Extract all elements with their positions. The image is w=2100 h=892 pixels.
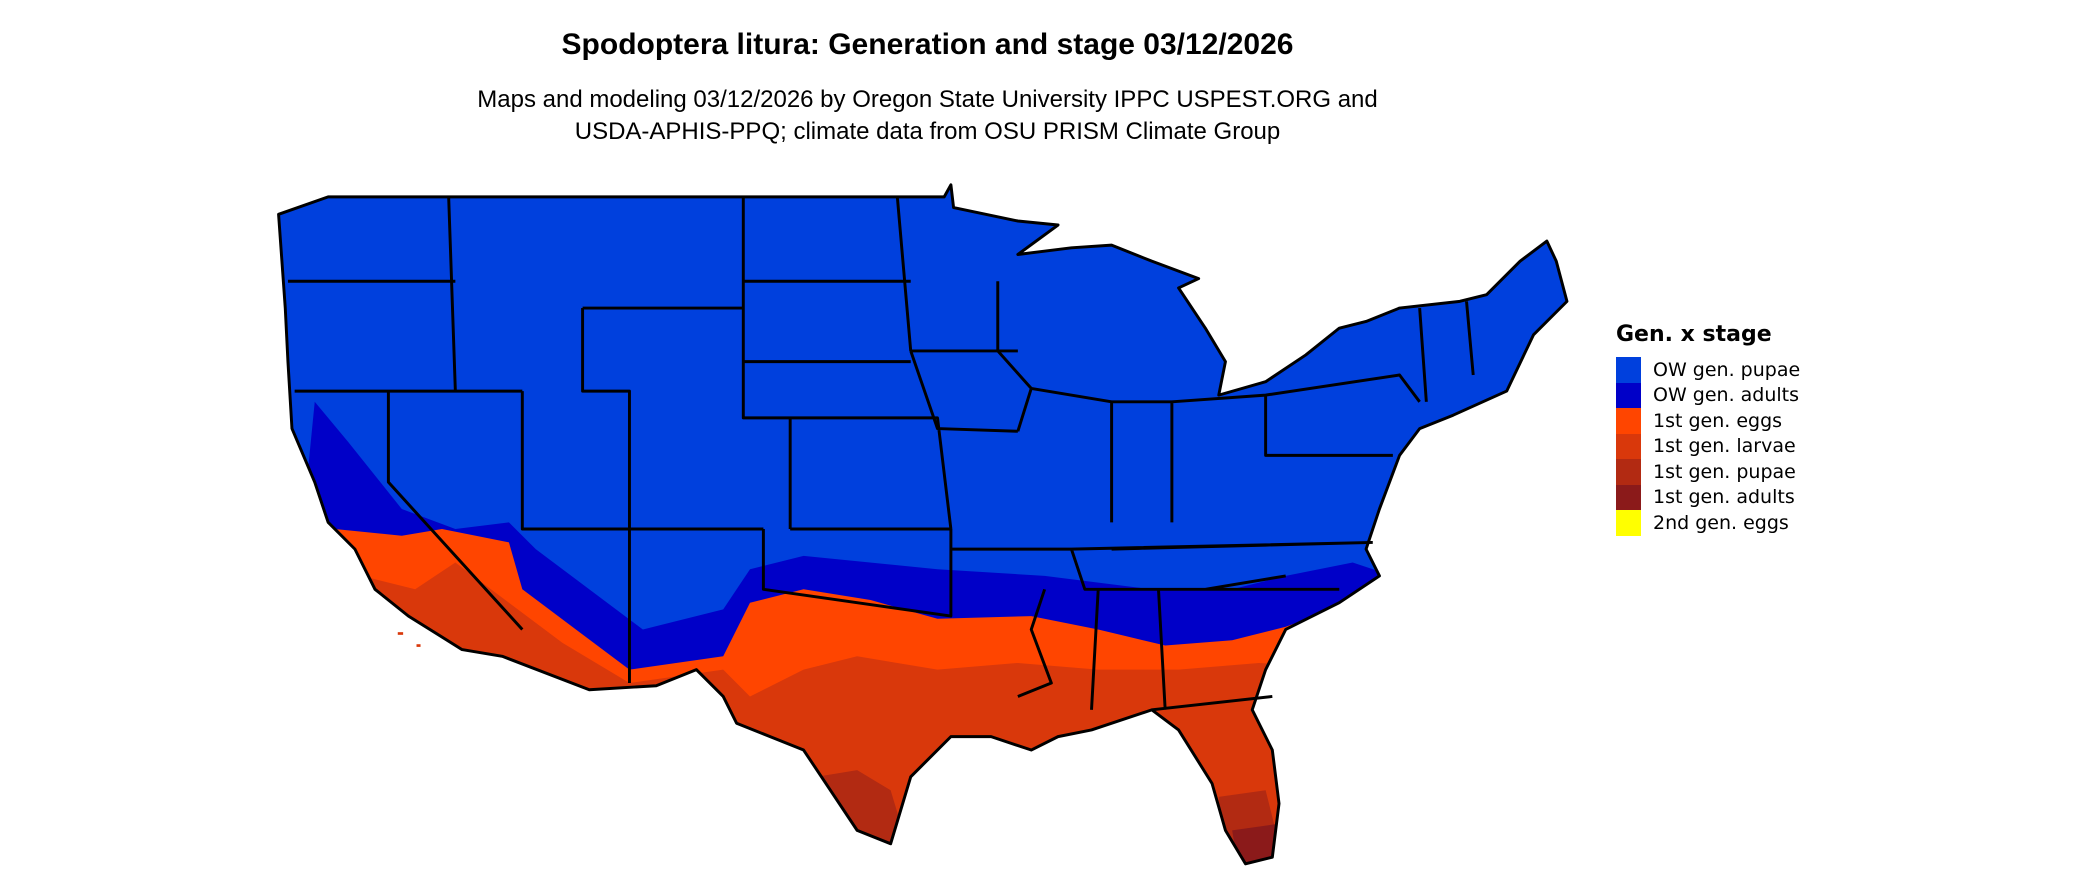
region-ow-pupae <box>278 184 1567 864</box>
legend-label: 1st gen. eggs <box>1653 409 1783 432</box>
map-title: Spodoptera litura: Generation and stage … <box>561 28 1294 61</box>
legend: Gen. x stage OW gen. pupae OW gen. adult… <box>1616 322 1800 536</box>
legend-swatch <box>1616 408 1641 434</box>
legend-label: 2nd gen. eggs <box>1653 511 1789 534</box>
legend-item-1st-eggs: 1st gen. eggs <box>1616 408 1800 434</box>
subtitle-line-1: Maps and modeling 03/12/2026 by Oregon S… <box>477 86 1378 113</box>
legend-swatch <box>1616 459 1641 485</box>
legend-item-2nd-eggs: 2nd gen. eggs <box>1616 510 1800 536</box>
legend-swatch <box>1616 433 1641 459</box>
legend-item-1st-adults: 1st gen. adults <box>1616 484 1800 510</box>
channel-islands <box>397 632 421 647</box>
legend-label: OW gen. adults <box>1653 384 1800 407</box>
legend-swatch <box>1616 484 1641 510</box>
legend-swatch <box>1616 382 1641 408</box>
legend-swatch <box>1616 357 1641 383</box>
state-borders <box>277 183 1569 866</box>
legend-item-ow-adults: OW gen. adults <box>1616 382 1800 408</box>
legend-item-1st-larvae: 1st gen. larvae <box>1616 433 1800 459</box>
map-subtitle: Maps and modeling 03/12/2026 by Oregon S… <box>0 84 1855 148</box>
legend-title: Gen. x stage <box>1616 322 1772 347</box>
legend-label: 1st gen. larvae <box>1653 435 1796 458</box>
legend-swatch <box>1616 510 1641 536</box>
legend-item-1st-pupae: 1st gen. pupae <box>1616 459 1800 485</box>
legend-label: 1st gen. pupae <box>1653 460 1796 483</box>
legend-item-ow-pupae: OW gen. pupae <box>1616 357 1800 383</box>
region-1st-gen-adults <box>1232 823 1280 864</box>
subtitle-line-2: USDA-APHIS-PPQ; climate data from OSU PR… <box>574 118 1281 145</box>
legend-label: 1st gen. adults <box>1653 486 1795 509</box>
legend-label: OW gen. pupae <box>1653 358 1801 381</box>
